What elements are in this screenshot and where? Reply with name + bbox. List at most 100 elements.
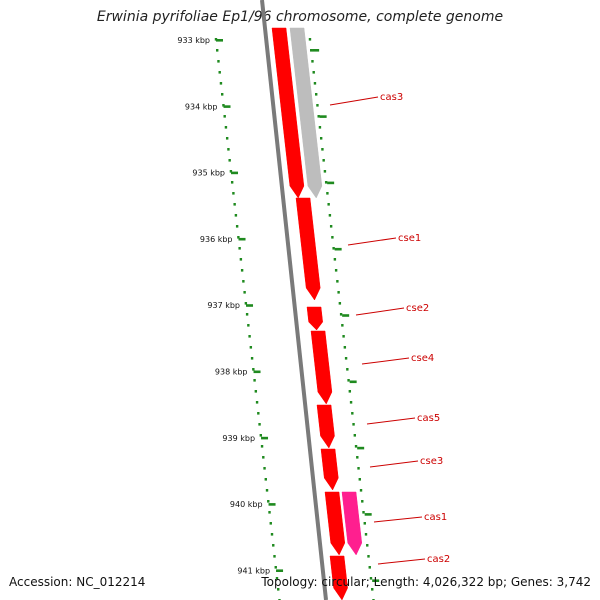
major-tick — [238, 237, 246, 241]
scale-dot — [371, 588, 374, 591]
gene-cas2 — [329, 555, 348, 600]
scale-dot — [331, 236, 334, 239]
scale-dot — [253, 379, 256, 382]
scale-dot — [262, 456, 265, 459]
scale-dot — [336, 280, 339, 283]
leader-line — [347, 237, 397, 246]
scale-dot — [348, 390, 352, 393]
scale-dot — [353, 434, 357, 437]
scale-dot — [275, 577, 279, 580]
scale-dot — [334, 269, 338, 272]
gene-label-cas3: cas3 — [380, 92, 403, 103]
scale-dot — [258, 423, 261, 426]
scale-dot — [319, 137, 323, 140]
major-tick — [319, 115, 327, 118]
tick-label: 936 kbp — [200, 235, 233, 244]
scale-dot — [354, 445, 358, 448]
tick-label: 935 kbp — [192, 169, 225, 178]
scale-dot — [234, 214, 238, 217]
leader-line — [355, 307, 405, 316]
scale-dot — [223, 115, 226, 118]
topology-text: Topology: circular; Length: 4,026,322 bp… — [261, 575, 591, 589]
scale-dot — [361, 500, 364, 503]
scale-dot — [368, 566, 371, 569]
scale-dot — [327, 203, 330, 206]
scale-dot — [322, 159, 325, 162]
scale-dot — [337, 291, 340, 294]
gene-cas3 — [271, 27, 305, 199]
scale-dot — [349, 401, 353, 404]
major-tick — [246, 304, 254, 307]
scale-dot — [318, 126, 322, 129]
scale-dot — [260, 445, 264, 448]
scale-dot — [222, 104, 225, 107]
gene-cse3 — [320, 448, 339, 491]
scale-dot — [308, 38, 312, 41]
scale-dot — [346, 368, 349, 371]
scale-dot — [341, 324, 344, 327]
gene-cas3 — [289, 27, 323, 199]
scale-dot — [216, 49, 219, 52]
scale-dot — [255, 401, 259, 404]
major-tick — [276, 569, 284, 572]
scale-dot — [343, 346, 347, 349]
tick-label: 934 kbp — [185, 102, 218, 111]
leader-line — [361, 357, 410, 365]
major-tick — [223, 105, 231, 108]
scale-dot — [218, 71, 221, 74]
major-tick — [231, 171, 239, 175]
scale-dot — [315, 93, 318, 96]
scale-dot — [235, 225, 239, 228]
gene-cse1 — [295, 197, 321, 301]
leader-line — [373, 516, 423, 523]
scale-dot — [329, 225, 333, 228]
major-tick — [216, 39, 223, 42]
accession-text: Accession: NC_012214 — [9, 575, 146, 589]
scale-dot — [362, 511, 365, 514]
scale-dot — [221, 93, 224, 96]
scale-dot — [225, 137, 229, 140]
scale-dot — [263, 467, 266, 470]
tick-label: 938 kbp — [215, 368, 248, 377]
scale-dot — [369, 577, 373, 580]
scale-dot — [326, 192, 329, 195]
gene-label-cas5: cas5 — [417, 413, 440, 424]
leader-line — [377, 558, 426, 565]
backbone-line — [260, 0, 328, 600]
scale-dot — [257, 412, 260, 415]
scale-dot — [245, 313, 249, 316]
scale-dot — [277, 588, 280, 591]
scale-dot — [265, 489, 269, 492]
scale-dot — [312, 71, 315, 74]
scale-dot — [356, 456, 359, 459]
scale-dot — [243, 291, 246, 294]
scale-dot — [264, 478, 267, 481]
scale-dot — [351, 412, 354, 415]
gene-cas5 — [316, 404, 335, 449]
scale-dot — [229, 170, 233, 173]
map-title: Erwinia pyrifoliae Ep1/96 chromosome, co… — [96, 9, 504, 25]
scale-dot — [347, 379, 350, 382]
gene-label-cse2: cse2 — [406, 303, 429, 314]
scale-dot — [274, 566, 277, 569]
scale-dot — [259, 434, 263, 437]
scale-dot — [357, 467, 360, 470]
scale-dot — [214, 38, 218, 41]
scale-dot — [242, 280, 245, 283]
scale-dot — [313, 82, 317, 85]
scale-dot — [273, 555, 276, 558]
scale-dot — [364, 533, 368, 536]
scale-dot — [344, 357, 348, 360]
tick-label: 940 kbp — [230, 500, 263, 509]
scale-dot — [367, 555, 370, 558]
scale-dot — [358, 478, 361, 481]
scale-dot — [332, 247, 335, 250]
scale-dot — [352, 423, 355, 426]
leader-line — [369, 460, 419, 468]
scale-dot — [267, 500, 270, 503]
scale-dot — [252, 368, 255, 371]
scale-dot — [270, 533, 274, 536]
leader-line — [329, 96, 379, 106]
scale-dot — [230, 181, 234, 184]
